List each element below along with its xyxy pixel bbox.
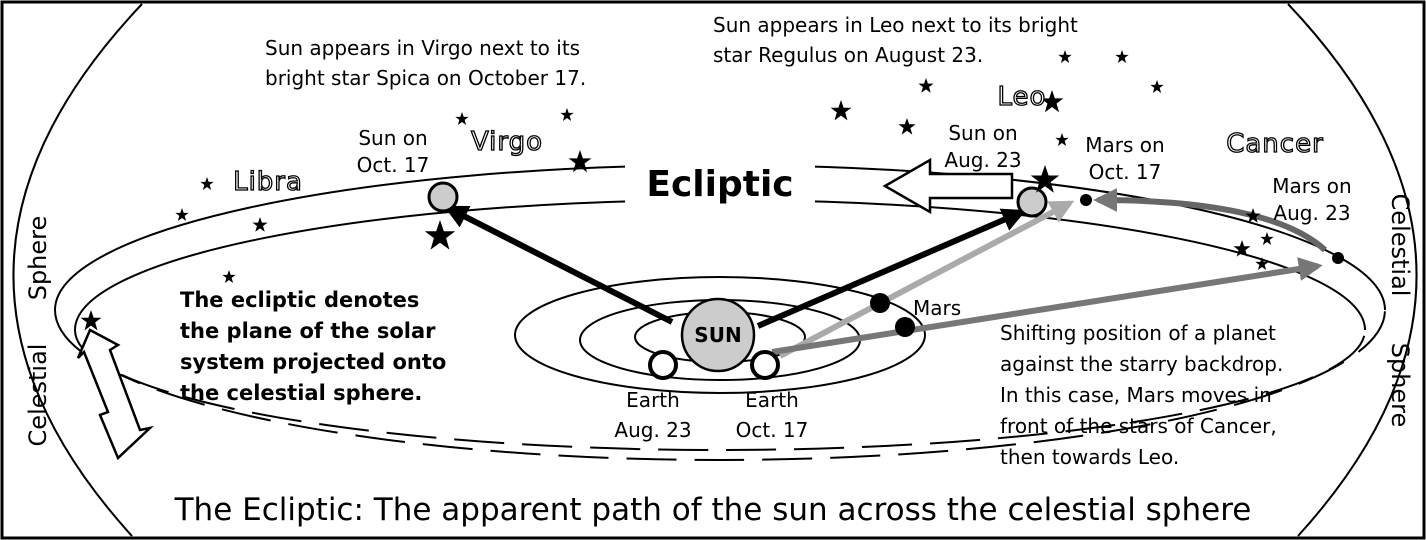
diagram: Ecliptic SUN <box>0 0 1426 540</box>
body-label: Sun on <box>948 121 1017 145</box>
frame <box>2 2 1424 538</box>
body-label: Aug. 23 <box>944 148 1021 172</box>
body-label: Earth <box>626 388 680 412</box>
title: The Ecliptic: The apparent path of the s… <box>174 492 1252 528</box>
note: The ecliptic denotes <box>180 288 419 312</box>
note: front of the stars of Cancer, <box>1000 414 1277 438</box>
note: system projected onto <box>180 350 446 374</box>
body-label: Oct. 17 <box>357 153 430 177</box>
sun-position <box>429 183 457 211</box>
body-label: Aug. 23 <box>614 418 691 442</box>
constellation-label: Leo <box>998 82 1047 112</box>
body-label: Oct. 17 <box>736 418 809 442</box>
mars-position <box>1332 252 1344 264</box>
mars <box>870 293 890 313</box>
note: Sun appears in Virgo next to its <box>265 36 580 60</box>
constellation-label: Libra <box>233 167 303 197</box>
ecliptic-label: Ecliptic <box>646 164 793 205</box>
body-label: Sun on <box>358 126 427 150</box>
note: star Regulus on August 23. <box>713 43 983 67</box>
body-label: Mars <box>913 296 961 320</box>
sphere-label: Celestial <box>24 344 52 447</box>
note: Sun appears in Leo next to its bright <box>713 13 1078 37</box>
note: bright star Spica on October 17. <box>265 66 586 90</box>
note: the celestial sphere. <box>180 381 422 405</box>
constellation-label: Cancer <box>1226 129 1324 159</box>
sun-position <box>1018 188 1046 216</box>
earth <box>752 352 778 378</box>
body-label: Aug. 23 <box>1273 201 1350 225</box>
note: then towards Leo. <box>1000 445 1179 469</box>
body-label: Earth <box>745 388 799 412</box>
note: against the starry backdrop. <box>1000 352 1283 376</box>
sphere-label: Sphere <box>24 216 52 301</box>
earth <box>650 352 676 378</box>
mars <box>895 317 915 337</box>
constellation-label: Virgo <box>471 127 543 157</box>
body-label: Mars on <box>1272 174 1351 198</box>
note: Shifting position of a planet <box>1000 321 1276 345</box>
sphere-label: Celestial <box>1386 194 1414 297</box>
body-label: Mars on <box>1085 133 1164 157</box>
mars-position <box>1080 194 1092 206</box>
sun-label: SUN <box>694 323 741 347</box>
body-label: Oct. 17 <box>1089 160 1162 184</box>
note: In this case, Mars moves in <box>1000 383 1272 407</box>
note: the plane of the solar <box>180 319 436 343</box>
sphere-label: Sphere <box>1386 343 1414 428</box>
